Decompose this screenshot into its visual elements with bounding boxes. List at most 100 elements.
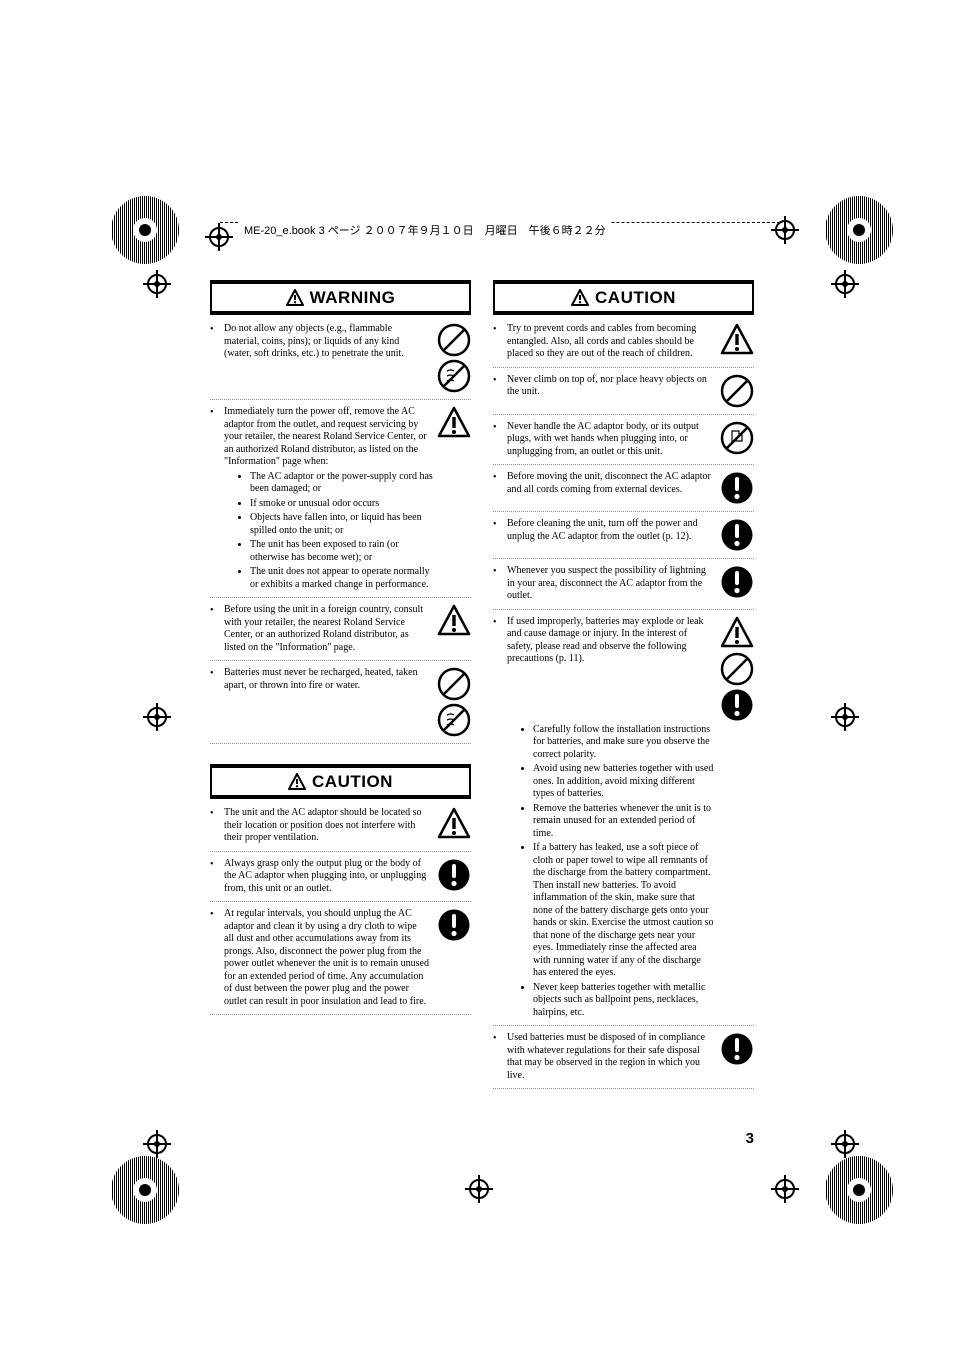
bullet: •	[210, 323, 224, 337]
tri-bang-icon	[437, 604, 471, 638]
dotted-rule	[210, 597, 471, 598]
tri-bang-icon	[437, 406, 471, 440]
item-text: Try to prevent cords and cables from bec…	[507, 323, 716, 361]
bullet: •	[493, 616, 507, 630]
prohibit-icon	[720, 374, 754, 408]
item-icons	[433, 323, 471, 393]
bullet: •	[210, 406, 224, 420]
sub-list: The AC adaptor or the power-supply cord …	[238, 471, 433, 592]
tri-bang-icon	[437, 807, 471, 841]
caution-left-title: CAUTION	[312, 772, 393, 792]
safety-item: •Batteries must never be recharged, heat…	[210, 667, 471, 737]
item-text: Before using the unit in a foreign count…	[224, 604, 433, 654]
item-icons	[716, 374, 754, 408]
item-icons	[433, 604, 471, 638]
prohibit-icon	[437, 667, 471, 701]
bullet: •	[210, 807, 224, 821]
item-icons	[716, 421, 754, 455]
dotted-rule	[493, 414, 754, 415]
bullet: •	[210, 908, 224, 922]
item-text: Before moving the unit, disconnect the A…	[507, 471, 716, 496]
circle-bang-icon	[720, 471, 754, 505]
sub-item: The unit has been exposed to rain (or ot…	[250, 539, 433, 564]
safety-item: •Used batteries must be disposed of in c…	[493, 1032, 754, 1082]
caution-right-title: CAUTION	[595, 288, 676, 308]
dotted-rule	[493, 1025, 754, 1026]
safety-item: •Do not allow any objects (e.g., flammab…	[210, 323, 471, 393]
dotted-rule	[493, 609, 754, 610]
dotted-rule	[493, 511, 754, 512]
page-number: 3	[746, 1130, 754, 1147]
left-column: WARNING •Do not allow any objects (e.g.,…	[210, 280, 471, 1095]
sub-item: Avoid using new batteries together with …	[533, 763, 716, 801]
circle-bang-icon	[720, 1032, 754, 1066]
bullet: •	[210, 667, 224, 681]
bullet: •	[493, 565, 507, 579]
warning-triangle-icon	[286, 289, 304, 307]
dotted-rule	[493, 464, 754, 465]
crosshair-icon	[465, 1175, 493, 1203]
item-text: Never handle the AC adaptor body, or its…	[507, 421, 716, 459]
crosshair-icon	[143, 703, 171, 731]
item-text: Used batteries must be disposed of in co…	[507, 1032, 716, 1082]
bullet: •	[493, 323, 507, 337]
dotted-rule	[210, 901, 471, 902]
circle-bang-icon	[437, 908, 471, 942]
crosshair-icon	[143, 270, 171, 298]
corner-radial-icon	[110, 1155, 180, 1225]
dotted-rule	[210, 1014, 471, 1015]
item-icons	[716, 323, 754, 357]
tri-bang-icon	[720, 616, 754, 650]
item-text: Always grasp only the output plug or the…	[224, 858, 433, 896]
circle-bang-icon	[720, 565, 754, 599]
sub-item: Carefully follow the installation instru…	[533, 724, 716, 762]
safety-item: •If used improperly, batteries may explo…	[493, 616, 754, 722]
caution-right-header: CAUTION	[493, 280, 754, 315]
safety-item: •Immediately turn the power off, remove …	[210, 406, 471, 469]
item-text: If used improperly, batteries may explod…	[507, 616, 716, 666]
prohibit-wet-icon	[437, 359, 471, 393]
caution-left-header: CAUTION	[210, 764, 471, 799]
bullet: •	[493, 1032, 507, 1046]
prohibit-icon	[437, 323, 471, 357]
item-text: At regular intervals, you should unplug …	[224, 908, 433, 1008]
item-icons	[716, 616, 754, 722]
bullet: •	[210, 604, 224, 618]
sub-item: The unit does not appear to operate norm…	[250, 566, 433, 591]
right-column: CAUTION •Try to prevent cords and cables…	[493, 280, 754, 1095]
dotted-rule	[210, 743, 471, 744]
crosshair-icon	[831, 703, 859, 731]
caution-triangle-icon	[571, 289, 589, 307]
item-text: The unit and the AC adaptor should be lo…	[224, 807, 433, 845]
item-icons	[433, 807, 471, 841]
dotted-rule	[210, 851, 471, 852]
bullet: •	[493, 518, 507, 532]
sub-item: Objects have fallen into, or liquid has …	[250, 512, 433, 537]
corner-radial-icon	[824, 1155, 894, 1225]
crosshair-icon	[205, 223, 233, 251]
item-icons	[433, 667, 471, 737]
crosshair-icon	[831, 1130, 859, 1158]
dotted-rule	[493, 1088, 754, 1089]
circle-bang-icon	[437, 858, 471, 892]
safety-item: •Try to prevent cords and cables from be…	[493, 323, 754, 361]
warning-header: WARNING	[210, 280, 471, 315]
crosshair-icon	[771, 216, 799, 244]
safety-item: •Before using the unit in a foreign coun…	[210, 604, 471, 654]
safety-item: •Whenever you suspect the possibility of…	[493, 565, 754, 603]
item-text: Do not allow any objects (e.g., flammabl…	[224, 323, 433, 361]
item-text: Immediately turn the power off, remove t…	[224, 406, 433, 469]
item-text: Batteries must never be recharged, heate…	[224, 667, 433, 692]
bullet: •	[210, 858, 224, 872]
header-text: ME-20_e.book 3 ページ ２００７年９月１０日 月曜日 午後６時２２…	[240, 222, 610, 238]
item-icons	[433, 858, 471, 892]
prohibit-wet-icon	[437, 703, 471, 737]
bullet: •	[493, 421, 507, 435]
sub-item: If smoke or unusual odor occurs	[250, 498, 433, 511]
sub-list: Carefully follow the installation instru…	[521, 724, 716, 1020]
bullet: •	[493, 471, 507, 485]
corner-radial-icon	[824, 195, 894, 265]
item-icons	[716, 1032, 754, 1066]
sub-item: Never keep batteries together with metal…	[533, 982, 716, 1020]
safety-item: •The unit and the AC adaptor should be l…	[210, 807, 471, 845]
